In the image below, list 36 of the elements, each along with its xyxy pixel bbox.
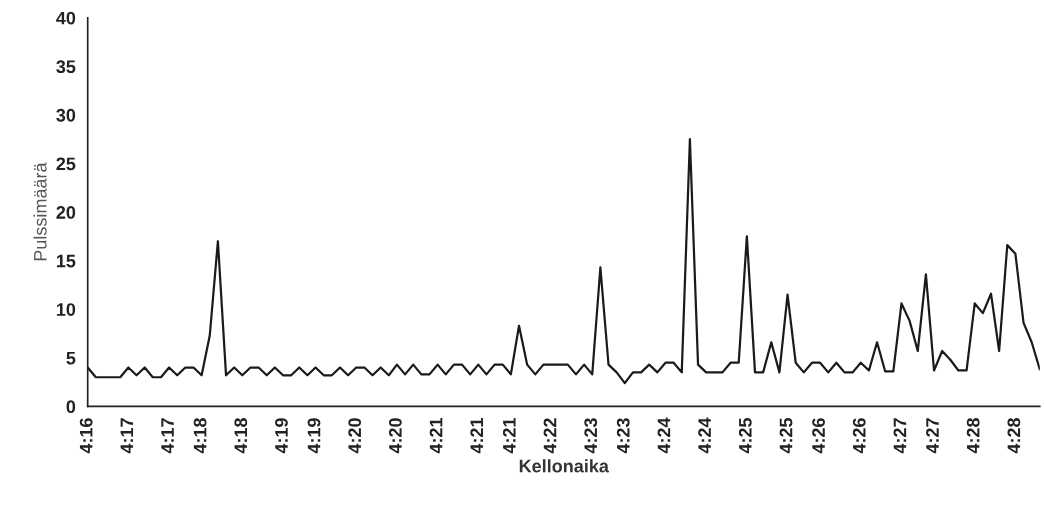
y-tick-label: 40 <box>56 11 76 25</box>
x-tick-label: 4:16 <box>79 418 93 454</box>
y-tick-label: 15 <box>56 254 76 268</box>
x-tick-label: 4:24 <box>698 417 711 454</box>
x-tick-label: 4:21 <box>502 418 516 454</box>
y-tick-label: 30 <box>56 108 76 122</box>
y-tick-label: 0 <box>66 400 76 414</box>
x-tick-label: 4:19 <box>307 418 321 454</box>
y-tick-label: 35 <box>56 60 76 74</box>
x-tick-label: 4:17 <box>161 418 174 454</box>
x-tick-label: 4:20 <box>389 418 402 454</box>
x-tick-label: 4:21 <box>470 418 483 454</box>
x-tick-label: 4:28 <box>966 418 980 454</box>
x-tick-label: 4:26 <box>812 418 825 454</box>
x-tick-label: 4:21 <box>429 418 443 454</box>
y-tick-label: 20 <box>56 206 76 219</box>
x-tick-label: 4:25 <box>779 418 793 454</box>
x-tick-label: 4:18 <box>193 418 207 454</box>
x-tick-label: 4:18 <box>234 418 248 454</box>
x-tick-label: 4:27 <box>926 418 939 454</box>
y-tick-label: 10 <box>56 303 76 316</box>
x-tick-label: 4:27 <box>893 418 907 454</box>
x-axis-title: Kellonaika <box>519 459 610 473</box>
x-tick-label: 4:20 <box>348 418 362 454</box>
x-tick-label: 4:23 <box>584 418 598 454</box>
x-tick-label: 4:19 <box>275 418 288 454</box>
y-axis-title: Pulssimäärä <box>33 162 47 261</box>
x-tick-label: 4:23 <box>616 418 630 454</box>
x-tick-label: 4:24 <box>657 417 671 454</box>
x-tick-label: 4:17 <box>120 418 134 454</box>
x-tick-label: 4:22 <box>543 418 557 454</box>
x-tick-label: 4:26 <box>852 418 866 454</box>
x-tick-label: 4:25 <box>738 418 752 454</box>
y-tick-label: 25 <box>56 157 76 171</box>
x-tick-label: 4:28 <box>1007 418 1021 454</box>
y-tick-label: 5 <box>66 351 76 365</box>
